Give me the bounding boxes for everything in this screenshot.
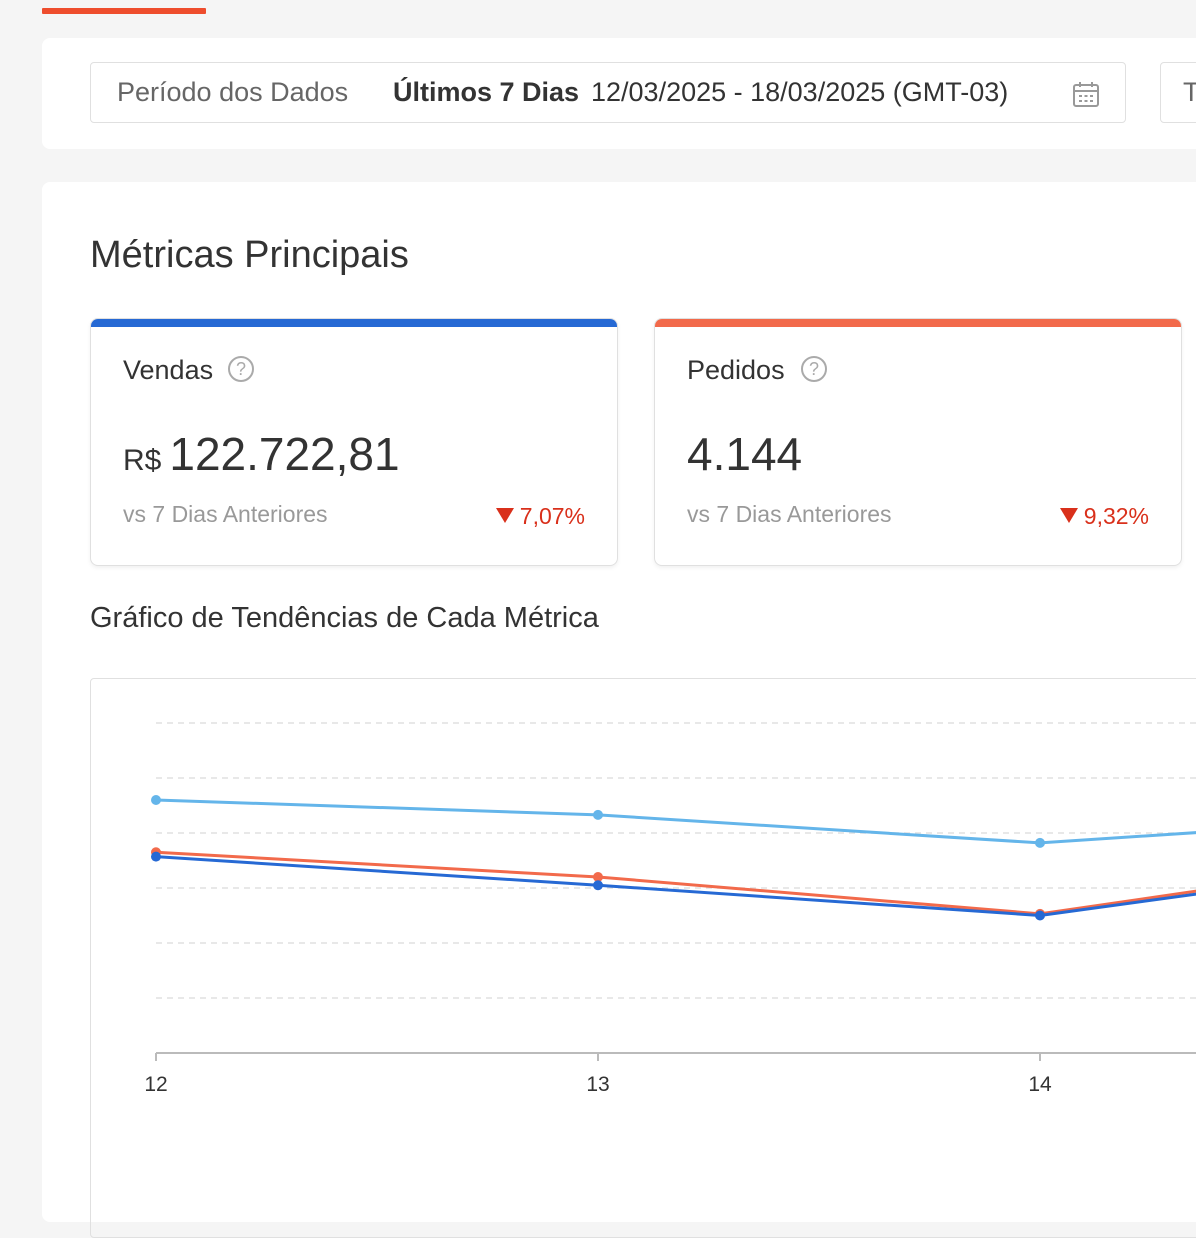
metric-compare-label: vs 7 Dias Anteriores [123,501,328,527]
series-line-1 [155,850,1196,916]
data-point[interactable] [593,809,603,820]
metric-change: 9,32% [1059,503,1149,530]
metric-accent-bar [655,319,1181,327]
period-label: Período dos Dados [117,77,349,107]
metric-value: R$ 122.722,81 [123,427,400,481]
metric-amount: 122.722,81 [169,428,400,480]
down-arrow-icon [1059,508,1078,523]
metric-amount: 4.144 [687,428,803,480]
x-tick-label: 12 [144,1073,167,1096]
section-title: Métricas Principais [90,234,409,276]
series-line-2 [155,855,1196,917]
main-metrics-card: Métricas Principais Vendas ? R$ 122.722,8… [42,182,1196,1238]
active-tab-indicator [42,8,206,14]
metric-name: Vendas [123,355,214,385]
trend-chart: 12131415 [90,678,1196,1238]
calendar-icon[interactable] [1071,79,1101,109]
period-selector[interactable]: Período dos Dados Últimos 7 Dias 12/03/2… [90,62,1126,123]
trend-chart-svg: 12131415 [144,722,1196,1096]
x-tick-label: 13 [586,1073,609,1096]
data-point[interactable] [593,872,603,882]
metric-value: 4.144 [687,427,802,481]
metric-compare-label: vs 7 Dias Anteriores [687,501,892,527]
series-line-0 [155,798,1196,845]
metric-change-value: 7,07% [519,503,585,529]
help-icon[interactable]: ? [228,356,254,382]
data-point[interactable] [593,880,603,891]
metric-card-vendas[interactable]: Vendas ? R$ 122.722,81 vs 7 Dias Anterior… [90,318,618,566]
period-range: 12/03/2025 - 18/03/2025 (GMT-03) [591,77,1009,107]
help-icon[interactable]: ? [801,356,827,382]
metric-change: 7,07% [495,503,585,530]
down-arrow-icon [495,508,514,523]
secondary-selector-label: T [1183,77,1196,108]
data-point[interactable] [151,795,161,805]
x-tick-label: 14 [1028,1073,1052,1096]
data-point[interactable] [1035,837,1045,848]
secondary-selector[interactable]: T [1160,62,1196,123]
currency-symbol: R$ [123,444,162,477]
metric-accent-bar [91,319,617,327]
metric-card-pedidos[interactable]: Pedidos ? 4.144 vs 7 Dias Anteriores 9,3… [654,318,1182,566]
metric-change-value: 9,32% [1083,503,1149,529]
data-point[interactable] [1035,910,1045,921]
data-point[interactable] [151,851,161,862]
metric-name: Pedidos [687,355,785,385]
period-value: Últimos 7 Dias [393,77,580,107]
trend-chart-title: Gráfico de Tendências de Cada Métrica [90,602,599,634]
filter-card: Período dos Dados Últimos 7 Dias 12/03/2… [42,38,1196,149]
